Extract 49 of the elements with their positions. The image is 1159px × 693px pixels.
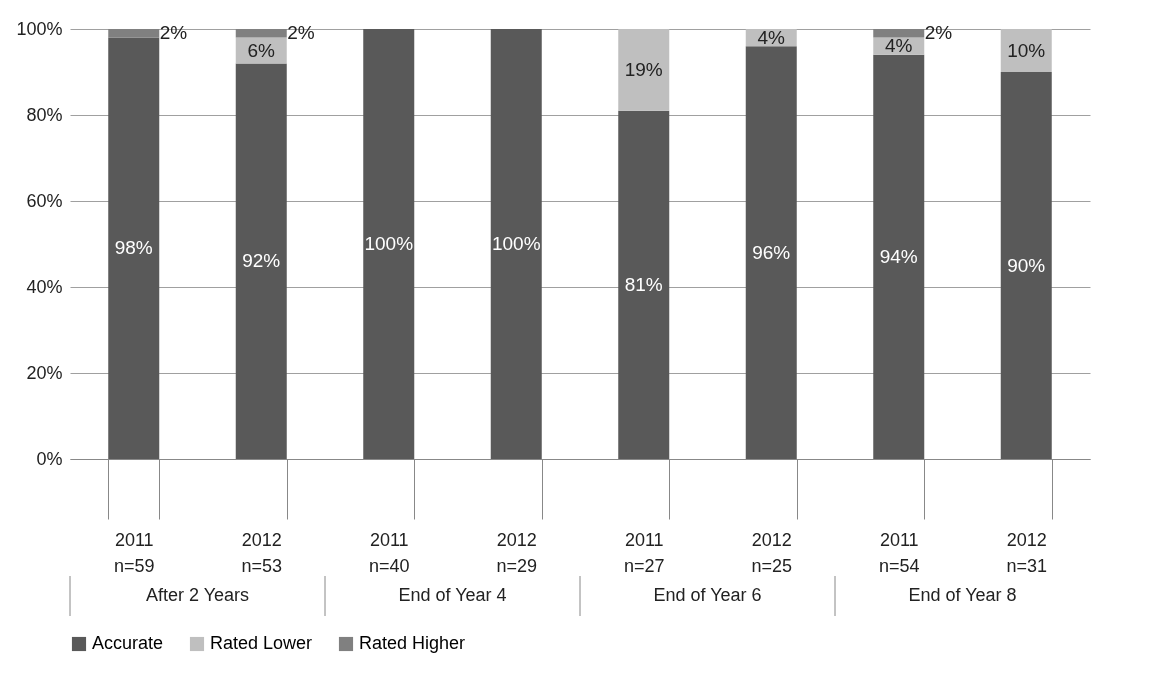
- data-label: 2%: [159, 22, 188, 44]
- data-label: 19%: [624, 58, 663, 80]
- x-tick-label: 2012 n=25: [751, 529, 793, 576]
- data-label: 92%: [242, 250, 281, 272]
- text: End of Year 6: [653, 585, 762, 605]
- bar: [235, 63, 287, 459]
- text: End of Year 8: [908, 585, 1017, 605]
- bar: [618, 29, 670, 111]
- data-label: 100%: [364, 233, 414, 254]
- x-tick-label: 2011 n=27: [623, 529, 665, 576]
- data-label: 6%: [247, 39, 276, 61]
- data-label: 100%: [491, 233, 541, 254]
- data-label: 10%: [1007, 39, 1046, 61]
- legend-label: Rated Lower: [210, 633, 313, 653]
- y-tick-label: 0%: [36, 448, 63, 469]
- legend-label: Accurate: [92, 633, 164, 653]
- y-tick-label: 40%: [26, 276, 63, 297]
- bar: [490, 29, 542, 459]
- y-tick-label: 60%: [26, 190, 63, 211]
- bar: [108, 29, 160, 38]
- x-tick-label: 2011 n=59: [113, 529, 155, 576]
- x-tick-label: 2012 n=31: [1006, 529, 1048, 576]
- bar: [235, 29, 287, 38]
- data-label: 96%: [752, 241, 791, 263]
- bar: [363, 29, 415, 459]
- data-label: 98%: [114, 237, 153, 259]
- bar: [745, 46, 797, 459]
- y-tick-label: 100%: [16, 18, 63, 39]
- bar: [1000, 72, 1052, 459]
- data-label: 81%: [624, 273, 663, 295]
- text: End of Year 4: [398, 585, 507, 605]
- y-tick-label: 80%: [26, 104, 63, 125]
- x-tick-label: 2011 n=40: [368, 529, 410, 576]
- bar: [873, 54, 925, 459]
- data-label: 4%: [757, 26, 786, 48]
- x-tick-label: 2011 n=54: [878, 529, 920, 576]
- x-tick-label: 2012 n=29: [496, 529, 538, 576]
- data-label: 2%: [924, 22, 953, 44]
- y-tick-label: 20%: [26, 362, 63, 383]
- bar: [873, 29, 925, 38]
- text: After 2 Years: [145, 585, 250, 605]
- data-label: 94%: [879, 245, 918, 267]
- data-label: 4%: [885, 35, 913, 57]
- legend-label: Rated Higher: [359, 633, 466, 653]
- data-label: 2%: [287, 22, 315, 44]
- bar: [618, 110, 670, 459]
- x-tick-label: 2012 n=53: [241, 529, 283, 576]
- data-label: 90%: [1007, 254, 1046, 276]
- bar: [108, 37, 160, 459]
